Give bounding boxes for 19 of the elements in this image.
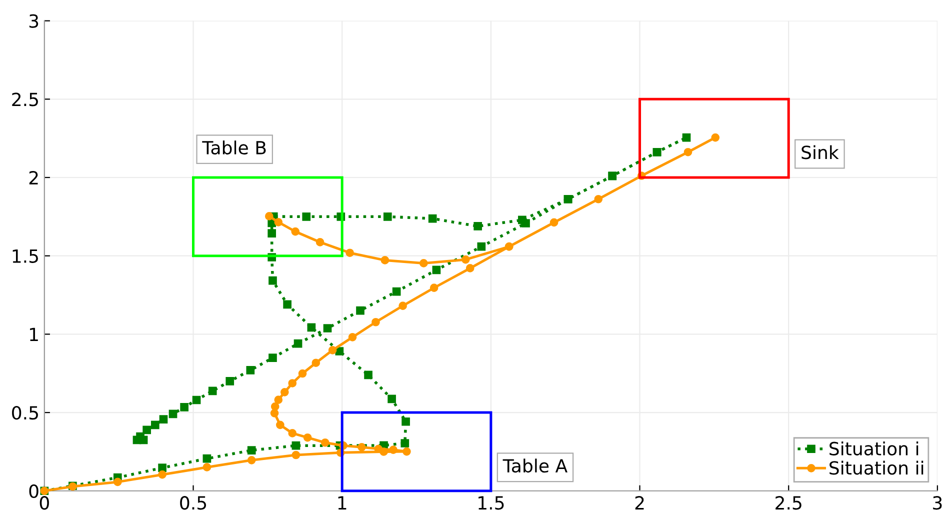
x-tick-label: 0 bbox=[40, 496, 49, 510]
x-tick-label: 1 bbox=[338, 496, 346, 510]
legend-label: Situation ii bbox=[830, 460, 924, 475]
series-label: Table B bbox=[202, 140, 266, 155]
y-tick-label: 1 bbox=[30, 328, 38, 342]
y-tick-label: 0.5 bbox=[12, 406, 38, 420]
series-label: Sink bbox=[802, 145, 839, 160]
legend-label: Situation i bbox=[830, 441, 918, 456]
series-label: Table A bbox=[502, 458, 568, 473]
x-tick-label: 3 bbox=[933, 496, 942, 510]
y-tick-label: 0 bbox=[29, 484, 38, 498]
x-tick-label: 1.5 bbox=[478, 496, 504, 510]
y-tick-label: 1.5 bbox=[12, 250, 38, 263]
x-tick-label: 2.5 bbox=[776, 496, 802, 510]
y-tick-label: 2 bbox=[29, 170, 38, 184]
y-tick-label: 3 bbox=[29, 14, 38, 28]
x-tick-label: 2 bbox=[635, 496, 644, 510]
y-tick-label: 2.5 bbox=[12, 92, 38, 106]
x-tick-label: 0.5 bbox=[180, 496, 206, 510]
